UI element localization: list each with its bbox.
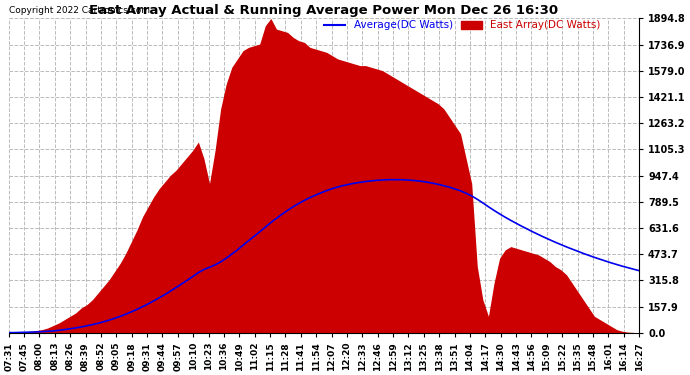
Title: East Array Actual & Running Average Power Mon Dec 26 16:30: East Array Actual & Running Average Powe…: [89, 4, 558, 17]
Text: Copyright 2022 Cartronics.com: Copyright 2022 Cartronics.com: [9, 6, 150, 15]
Legend: Average(DC Watts), East Array(DC Watts): Average(DC Watts), East Array(DC Watts): [324, 20, 600, 30]
